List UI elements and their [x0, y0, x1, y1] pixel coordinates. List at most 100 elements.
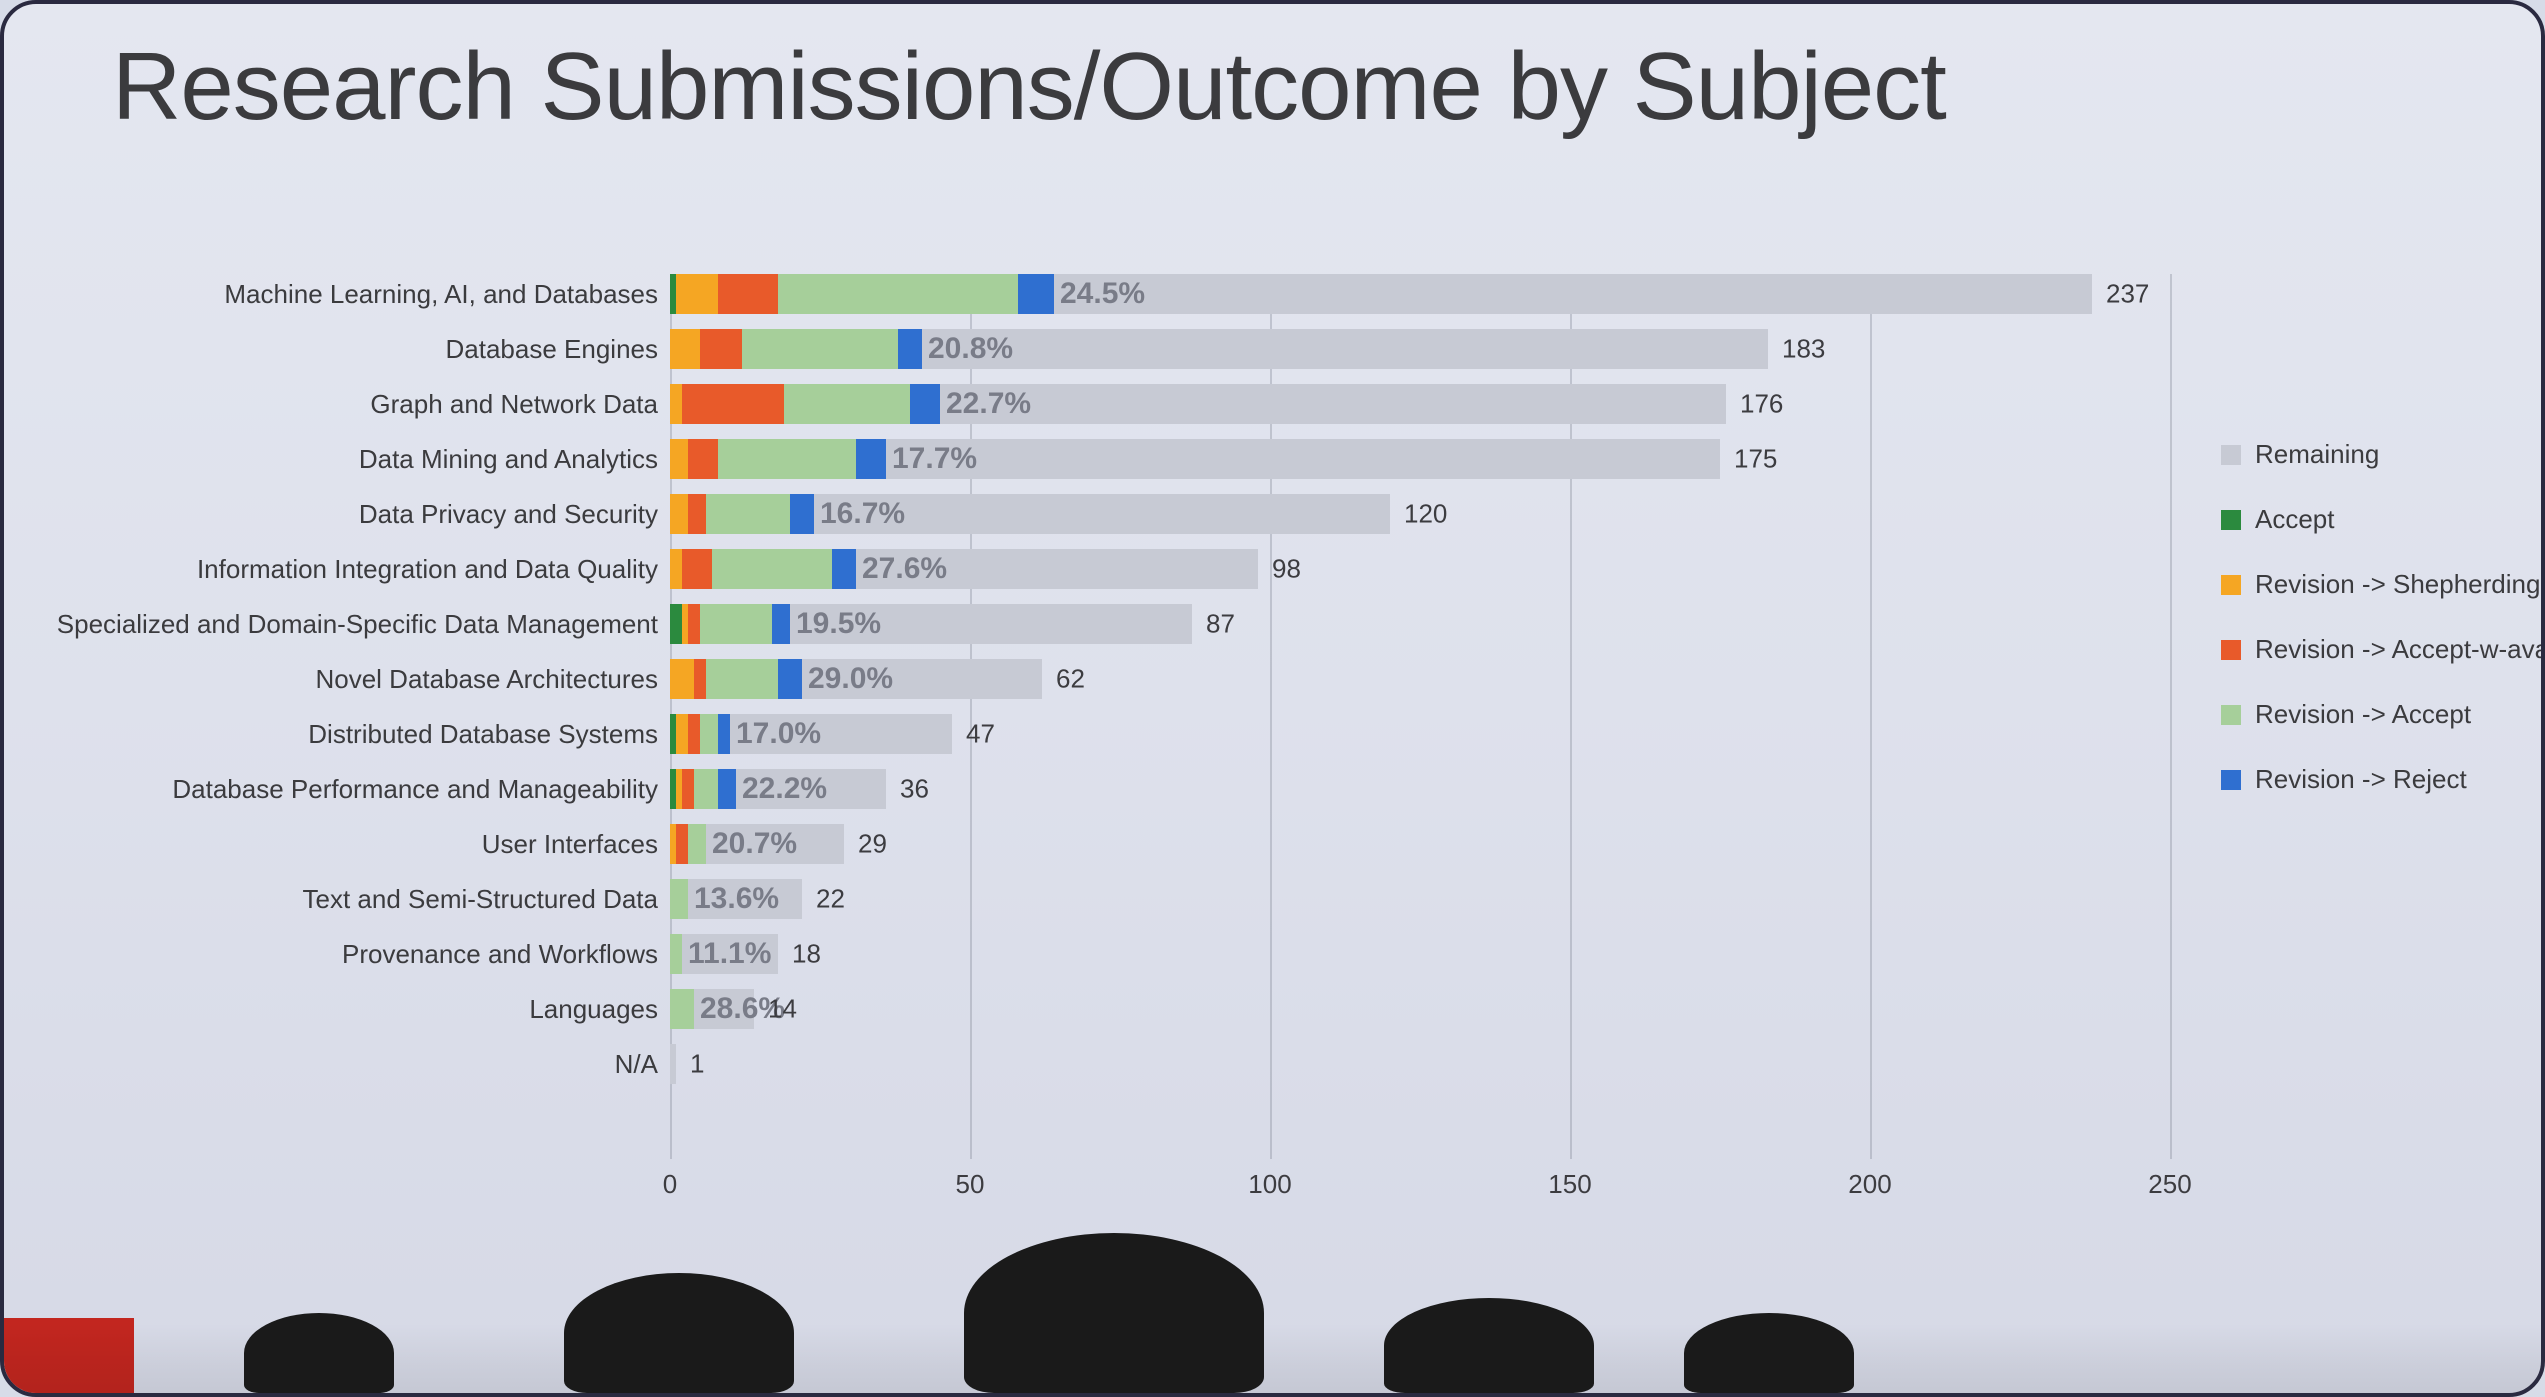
- legend-label: Revision -> Reject: [2255, 764, 2467, 795]
- chart-bar-segment-avail: [688, 604, 700, 644]
- chart-bar-segment-rev_reject: [772, 604, 790, 644]
- chart-row: Data Privacy and Security16.7%120: [670, 494, 2170, 534]
- chart-bar-segment-rev_reject: [832, 549, 856, 589]
- legend-label: Revision -> Accept-w-availability: [2255, 634, 2545, 665]
- chart-bar-segment-rev_accept: [706, 659, 778, 699]
- chart-bar-segment-rev_reject: [910, 384, 940, 424]
- chart-bar-segment-rev_reject: [1018, 274, 1054, 314]
- chart-row-label: N/A: [615, 1049, 658, 1080]
- chart-row: User Interfaces20.7%29: [670, 824, 2170, 864]
- chart-row-percent: 13.6%: [694, 882, 779, 916]
- chart-row-label: Novel Database Architectures: [315, 664, 658, 695]
- chart-row: Information Integration and Data Quality…: [670, 549, 2170, 589]
- chart-bar-segment-rev_accept: [784, 384, 910, 424]
- chart-row: Text and Semi-Structured Data13.6%22: [670, 879, 2170, 919]
- chart-row-total: 237: [2106, 279, 2149, 310]
- chart-row-label: Specialized and Domain-Specific Data Man…: [57, 609, 658, 640]
- chart-row-percent: 22.2%: [742, 772, 827, 806]
- legend-label: Remaining: [2255, 439, 2379, 470]
- chart-bar-segment-rev_accept: [706, 494, 790, 534]
- chart-row-label: Machine Learning, AI, and Databases: [224, 279, 658, 310]
- chart-x-tick: 250: [2148, 1169, 2191, 1200]
- chart-bar: [670, 604, 1192, 644]
- chart-bar-segment-rev_accept: [688, 824, 706, 864]
- chart-bar-segment-avail: [688, 494, 706, 534]
- chart-row: Data Mining and Analytics17.7%175: [670, 439, 2170, 479]
- chart-bar-segment-shepherd: [670, 549, 682, 589]
- chart-bar-segment-rev_reject: [718, 769, 736, 809]
- chart-row-percent: 20.7%: [712, 827, 797, 861]
- chart-bar-segment-rev_accept: [778, 274, 1018, 314]
- chart-row-total: 120: [1404, 499, 1447, 530]
- chart-row: Graph and Network Data22.7%176: [670, 384, 2170, 424]
- chart-bar-segment-rev_accept: [712, 549, 832, 589]
- chart-bar-segment-rev_accept: [700, 714, 718, 754]
- legend-item-accept: Accept: [2221, 504, 2531, 535]
- chart-row: Machine Learning, AI, and Databases24.5%…: [670, 274, 2170, 314]
- chart-row-percent: 24.5%: [1060, 277, 1145, 311]
- chart-row-total: 175: [1734, 444, 1777, 475]
- chart-bar-segment-remaining: [670, 1044, 676, 1084]
- chart-bar-segment-rev_reject: [718, 714, 730, 754]
- chart-bar-segment-shepherd: [670, 384, 682, 424]
- corner-accent: [4, 1318, 134, 1393]
- legend-swatch: [2221, 510, 2241, 530]
- chart-bar-segment-rev_accept: [694, 769, 718, 809]
- chart-row-total: 18: [792, 939, 821, 970]
- chart-bar-segment-rev_reject: [790, 494, 814, 534]
- audience-silhouette: [244, 1313, 394, 1393]
- chart-bar-segment-rev_reject: [898, 329, 922, 369]
- legend-swatch: [2221, 770, 2241, 790]
- chart-bar-segment-shepherd: [670, 494, 688, 534]
- legend-item-rev_accept: Revision -> Accept: [2221, 699, 2531, 730]
- chart-gridline: [2170, 274, 2172, 1159]
- legend-item-rev_reject: Revision -> Reject: [2221, 764, 2531, 795]
- chart-row-total: 176: [1740, 389, 1783, 420]
- chart-bar: [670, 549, 1258, 589]
- chart-row-label: Languages: [529, 994, 658, 1025]
- chart-row: Provenance and Workflows11.1%18: [670, 934, 2170, 974]
- chart-bar-segment-avail: [682, 769, 694, 809]
- chart-bar: [670, 329, 1768, 369]
- chart-bar-segment-rev_accept: [700, 604, 772, 644]
- chart-bar-segment-rev_reject: [856, 439, 886, 479]
- chart-row-percent: 17.0%: [736, 717, 821, 751]
- chart-bar-segment-rev_accept: [670, 989, 694, 1029]
- chart-bar-segment-avail: [682, 384, 784, 424]
- chart-bar-segment-shepherd: [670, 439, 688, 479]
- chart-row-percent: 20.8%: [928, 332, 1013, 366]
- chart-plot-area: 050100150200250Machine Learning, AI, and…: [670, 274, 2170, 1214]
- chart-row-label: Information Integration and Data Quality: [197, 554, 658, 585]
- chart-row-total: 87: [1206, 609, 1235, 640]
- chart-row-percent: 29.0%: [808, 662, 893, 696]
- chart-row-label: Data Privacy and Security: [359, 499, 658, 530]
- chart-row-percent: 16.7%: [820, 497, 905, 531]
- chart-row-percent: 22.7%: [946, 387, 1031, 421]
- chart-bar-segment-avail: [676, 824, 688, 864]
- legend-item-avail: Revision -> Accept-w-availability: [2221, 634, 2531, 665]
- chart-bar-segment-rev_accept: [718, 439, 856, 479]
- chart-bar-segment-rev_accept: [670, 879, 688, 919]
- chart-row: Languages28.6%14: [670, 989, 2170, 1029]
- chart-row-total: 98: [1272, 554, 1301, 585]
- chart-row-total: 29: [858, 829, 887, 860]
- chart-bar-segment-shepherd: [676, 714, 688, 754]
- chart-row-label: Graph and Network Data: [370, 389, 658, 420]
- chart-x-tick: 0: [663, 1169, 677, 1200]
- chart-bar: [670, 384, 1726, 424]
- chart-bar: [670, 1044, 676, 1084]
- chart-row-total: 22: [816, 884, 845, 915]
- audience-silhouette: [964, 1233, 1264, 1393]
- chart-x-tick: 50: [956, 1169, 985, 1200]
- legend: RemainingAcceptRevision -> Shepherding -…: [2221, 439, 2531, 829]
- chart-row-total: 62: [1056, 664, 1085, 695]
- chart-bar: [670, 439, 1720, 479]
- chart-bar-segment-rev_accept: [670, 934, 682, 974]
- chart-row-percent: 17.7%: [892, 442, 977, 476]
- legend-label: Revision -> Accept: [2255, 699, 2471, 730]
- chart-row: Database Performance and Manageability22…: [670, 769, 2170, 809]
- chart-bar-segment-avail: [700, 329, 742, 369]
- legend-item-remaining: Remaining: [2221, 439, 2531, 470]
- chart-row-label: Distributed Database Systems: [308, 719, 658, 750]
- chart-row-percent: 11.1%: [688, 937, 771, 971]
